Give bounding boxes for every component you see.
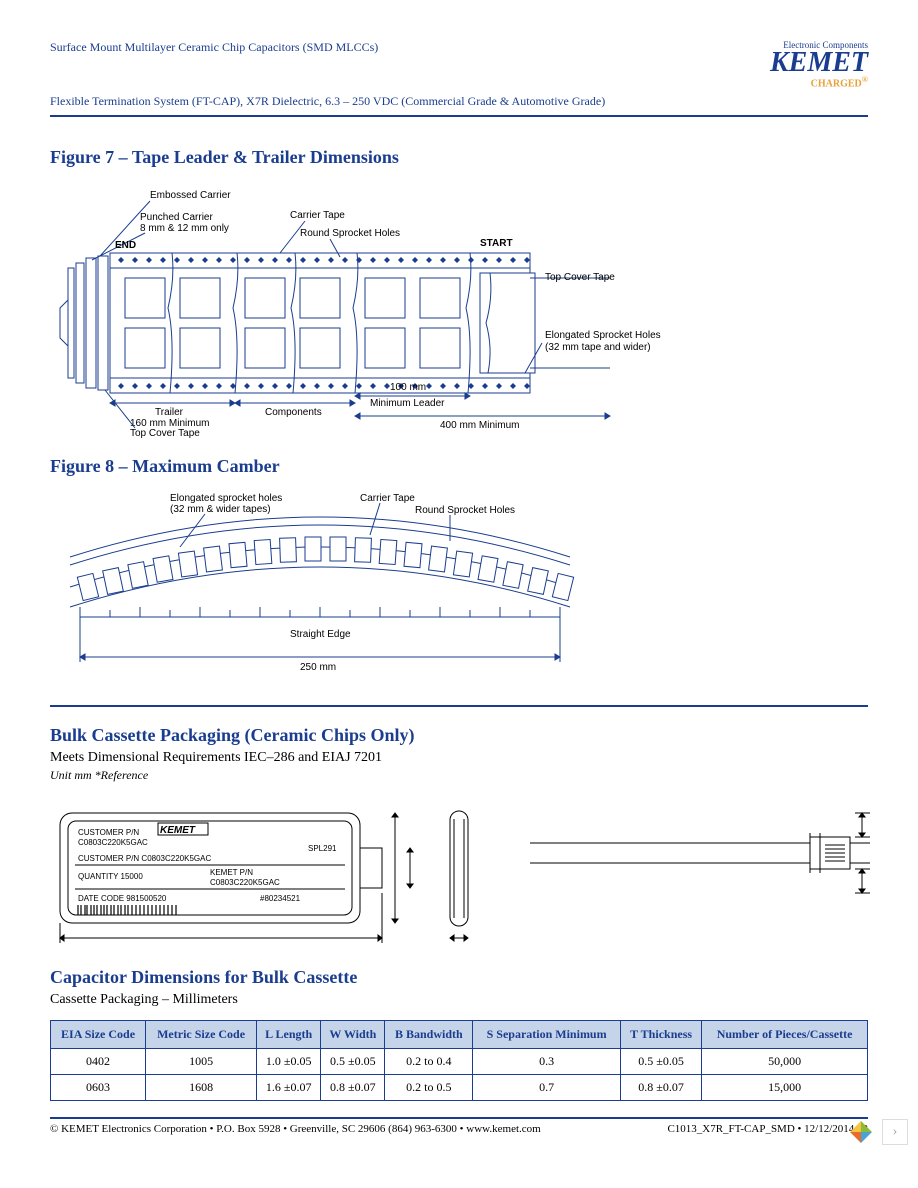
bulk-diagram: CUSTOMER P/N C0803C220K5GAC KEMET SPL291… bbox=[50, 793, 868, 953]
footer-right: C1013_X7R_FT-CAP_SMD • 12/12/2014 22 bbox=[667, 1123, 868, 1135]
svg-text:Elongated sprocket holes: Elongated sprocket holes bbox=[170, 493, 282, 504]
svg-text:Elongated Sprocket Holes: Elongated Sprocket Holes bbox=[545, 330, 661, 341]
svg-text:(32 mm tape and wider): (32 mm tape and wider) bbox=[545, 342, 651, 353]
svg-text:KEMET P/N: KEMET P/N bbox=[210, 868, 253, 877]
svg-text:Embossed Carrier: Embossed Carrier bbox=[150, 190, 231, 201]
capdim-table: EIA Size Code Metric Size Code L Length … bbox=[50, 1020, 868, 1101]
svg-text:END: END bbox=[115, 240, 136, 251]
section-divider bbox=[50, 705, 868, 707]
col-eia: EIA Size Code bbox=[51, 1020, 146, 1048]
svg-text:Round Sprocket Holes: Round Sprocket Holes bbox=[300, 228, 400, 239]
col-thickness: T Thickness bbox=[620, 1020, 701, 1048]
col-pieces: Number of Pieces/Cassette bbox=[702, 1020, 868, 1048]
col-length: L Length bbox=[257, 1020, 321, 1048]
svg-text:Minimum Leader: Minimum Leader bbox=[370, 398, 445, 409]
svg-text:Punched Carrier: Punched Carrier bbox=[140, 212, 213, 223]
svg-text:C0803C220K5GAC: C0803C220K5GAC bbox=[210, 878, 280, 887]
svg-text:400 mm Minimum: 400 mm Minimum bbox=[440, 420, 519, 431]
bulk-subtitle: Meets Dimensional Requirements IEC–286 a… bbox=[50, 750, 868, 766]
header-line1: Surface Mount Multilayer Ceramic Chip Ca… bbox=[50, 40, 378, 55]
svg-text:Straight Edge: Straight Edge bbox=[290, 629, 351, 640]
svg-text:100 mm: 100 mm bbox=[390, 382, 426, 393]
table-row: 0402 1005 1.0 ±0.05 0.5 ±0.05 0.2 to 0.4… bbox=[51, 1048, 868, 1074]
col-metric: Metric Size Code bbox=[146, 1020, 257, 1048]
svg-text:DATE CODE 981500520: DATE CODE 981500520 bbox=[78, 894, 167, 903]
figure8-diagram: Straight Edge 250 mm Elongated sprocket … bbox=[50, 487, 868, 687]
figure8-title: Figure 8 – Maximum Camber bbox=[50, 456, 868, 477]
logo-main: KEMET bbox=[770, 50, 868, 75]
svg-text:CUSTOMER P/N: CUSTOMER P/N bbox=[78, 828, 139, 837]
capdim-subtitle: Cassette Packaging – Millimeters bbox=[50, 992, 868, 1008]
svg-text:Carrier Tape: Carrier Tape bbox=[360, 493, 415, 504]
svg-text:#80234521: #80234521 bbox=[260, 894, 301, 903]
col-bandwidth: B Bandwidth bbox=[385, 1020, 473, 1048]
svg-text:Round Sprocket Holes: Round Sprocket Holes bbox=[415, 505, 515, 516]
svg-text:8 mm & 12 mm only: 8 mm & 12 mm only bbox=[140, 223, 229, 234]
pager: › bbox=[848, 1119, 908, 1145]
header-line2: Flexible Termination System (FT-CAP), X7… bbox=[50, 94, 868, 117]
bulk-unit: Unit mm *Reference bbox=[50, 768, 868, 783]
svg-text:SPL291: SPL291 bbox=[308, 844, 337, 853]
capdim-title: Capacitor Dimensions for Bulk Cassette bbox=[50, 967, 868, 988]
figure7-diagram: Embossed Carrier Punched Carrier 8 mm & … bbox=[50, 178, 868, 438]
svg-text:Carrier Tape: Carrier Tape bbox=[290, 210, 345, 221]
page-header: Surface Mount Multilayer Ceramic Chip Ca… bbox=[50, 40, 868, 90]
pager-logo-icon bbox=[848, 1119, 874, 1145]
svg-text:Top Cover Tape: Top Cover Tape bbox=[545, 272, 615, 283]
col-separation: S Separation Minimum bbox=[473, 1020, 621, 1048]
svg-text:START: START bbox=[480, 238, 513, 249]
svg-text:(32 mm & wider tapes): (32 mm & wider tapes) bbox=[170, 504, 271, 515]
bulk-title: Bulk Cassette Packaging (Ceramic Chips O… bbox=[50, 725, 868, 746]
svg-text:QUANTITY 15000: QUANTITY 15000 bbox=[78, 872, 143, 881]
figure7-title: Figure 7 – Tape Leader & Trailer Dimensi… bbox=[50, 147, 868, 168]
page-footer: © KEMET Electronics Corporation • P.O. B… bbox=[50, 1117, 868, 1135]
logo-charged: CHARGED bbox=[811, 79, 862, 90]
table-row: 0603 1608 1.6 ±0.07 0.8 ±0.07 0.2 to 0.5… bbox=[51, 1074, 868, 1100]
svg-text:CUSTOMER P/N C0803C220K5GAC: CUSTOMER P/N C0803C220K5GAC bbox=[78, 854, 211, 863]
svg-text:Top Cover Tape: Top Cover Tape bbox=[130, 428, 200, 438]
svg-text:Trailer: Trailer bbox=[155, 407, 184, 418]
col-width: W Width bbox=[321, 1020, 385, 1048]
svg-text:250 mm: 250 mm bbox=[300, 662, 336, 673]
footer-left: © KEMET Electronics Corporation • P.O. B… bbox=[50, 1123, 541, 1135]
svg-text:Components: Components bbox=[265, 407, 322, 418]
brand-logo: Electronic Components KEMET CHARGED® bbox=[770, 40, 868, 90]
table-header-row: EIA Size Code Metric Size Code L Length … bbox=[51, 1020, 868, 1048]
svg-text:C0803C220K5GAC: C0803C220K5GAC bbox=[78, 838, 148, 847]
svg-text:KEMET: KEMET bbox=[160, 825, 196, 836]
pager-next-button[interactable]: › bbox=[882, 1119, 908, 1145]
